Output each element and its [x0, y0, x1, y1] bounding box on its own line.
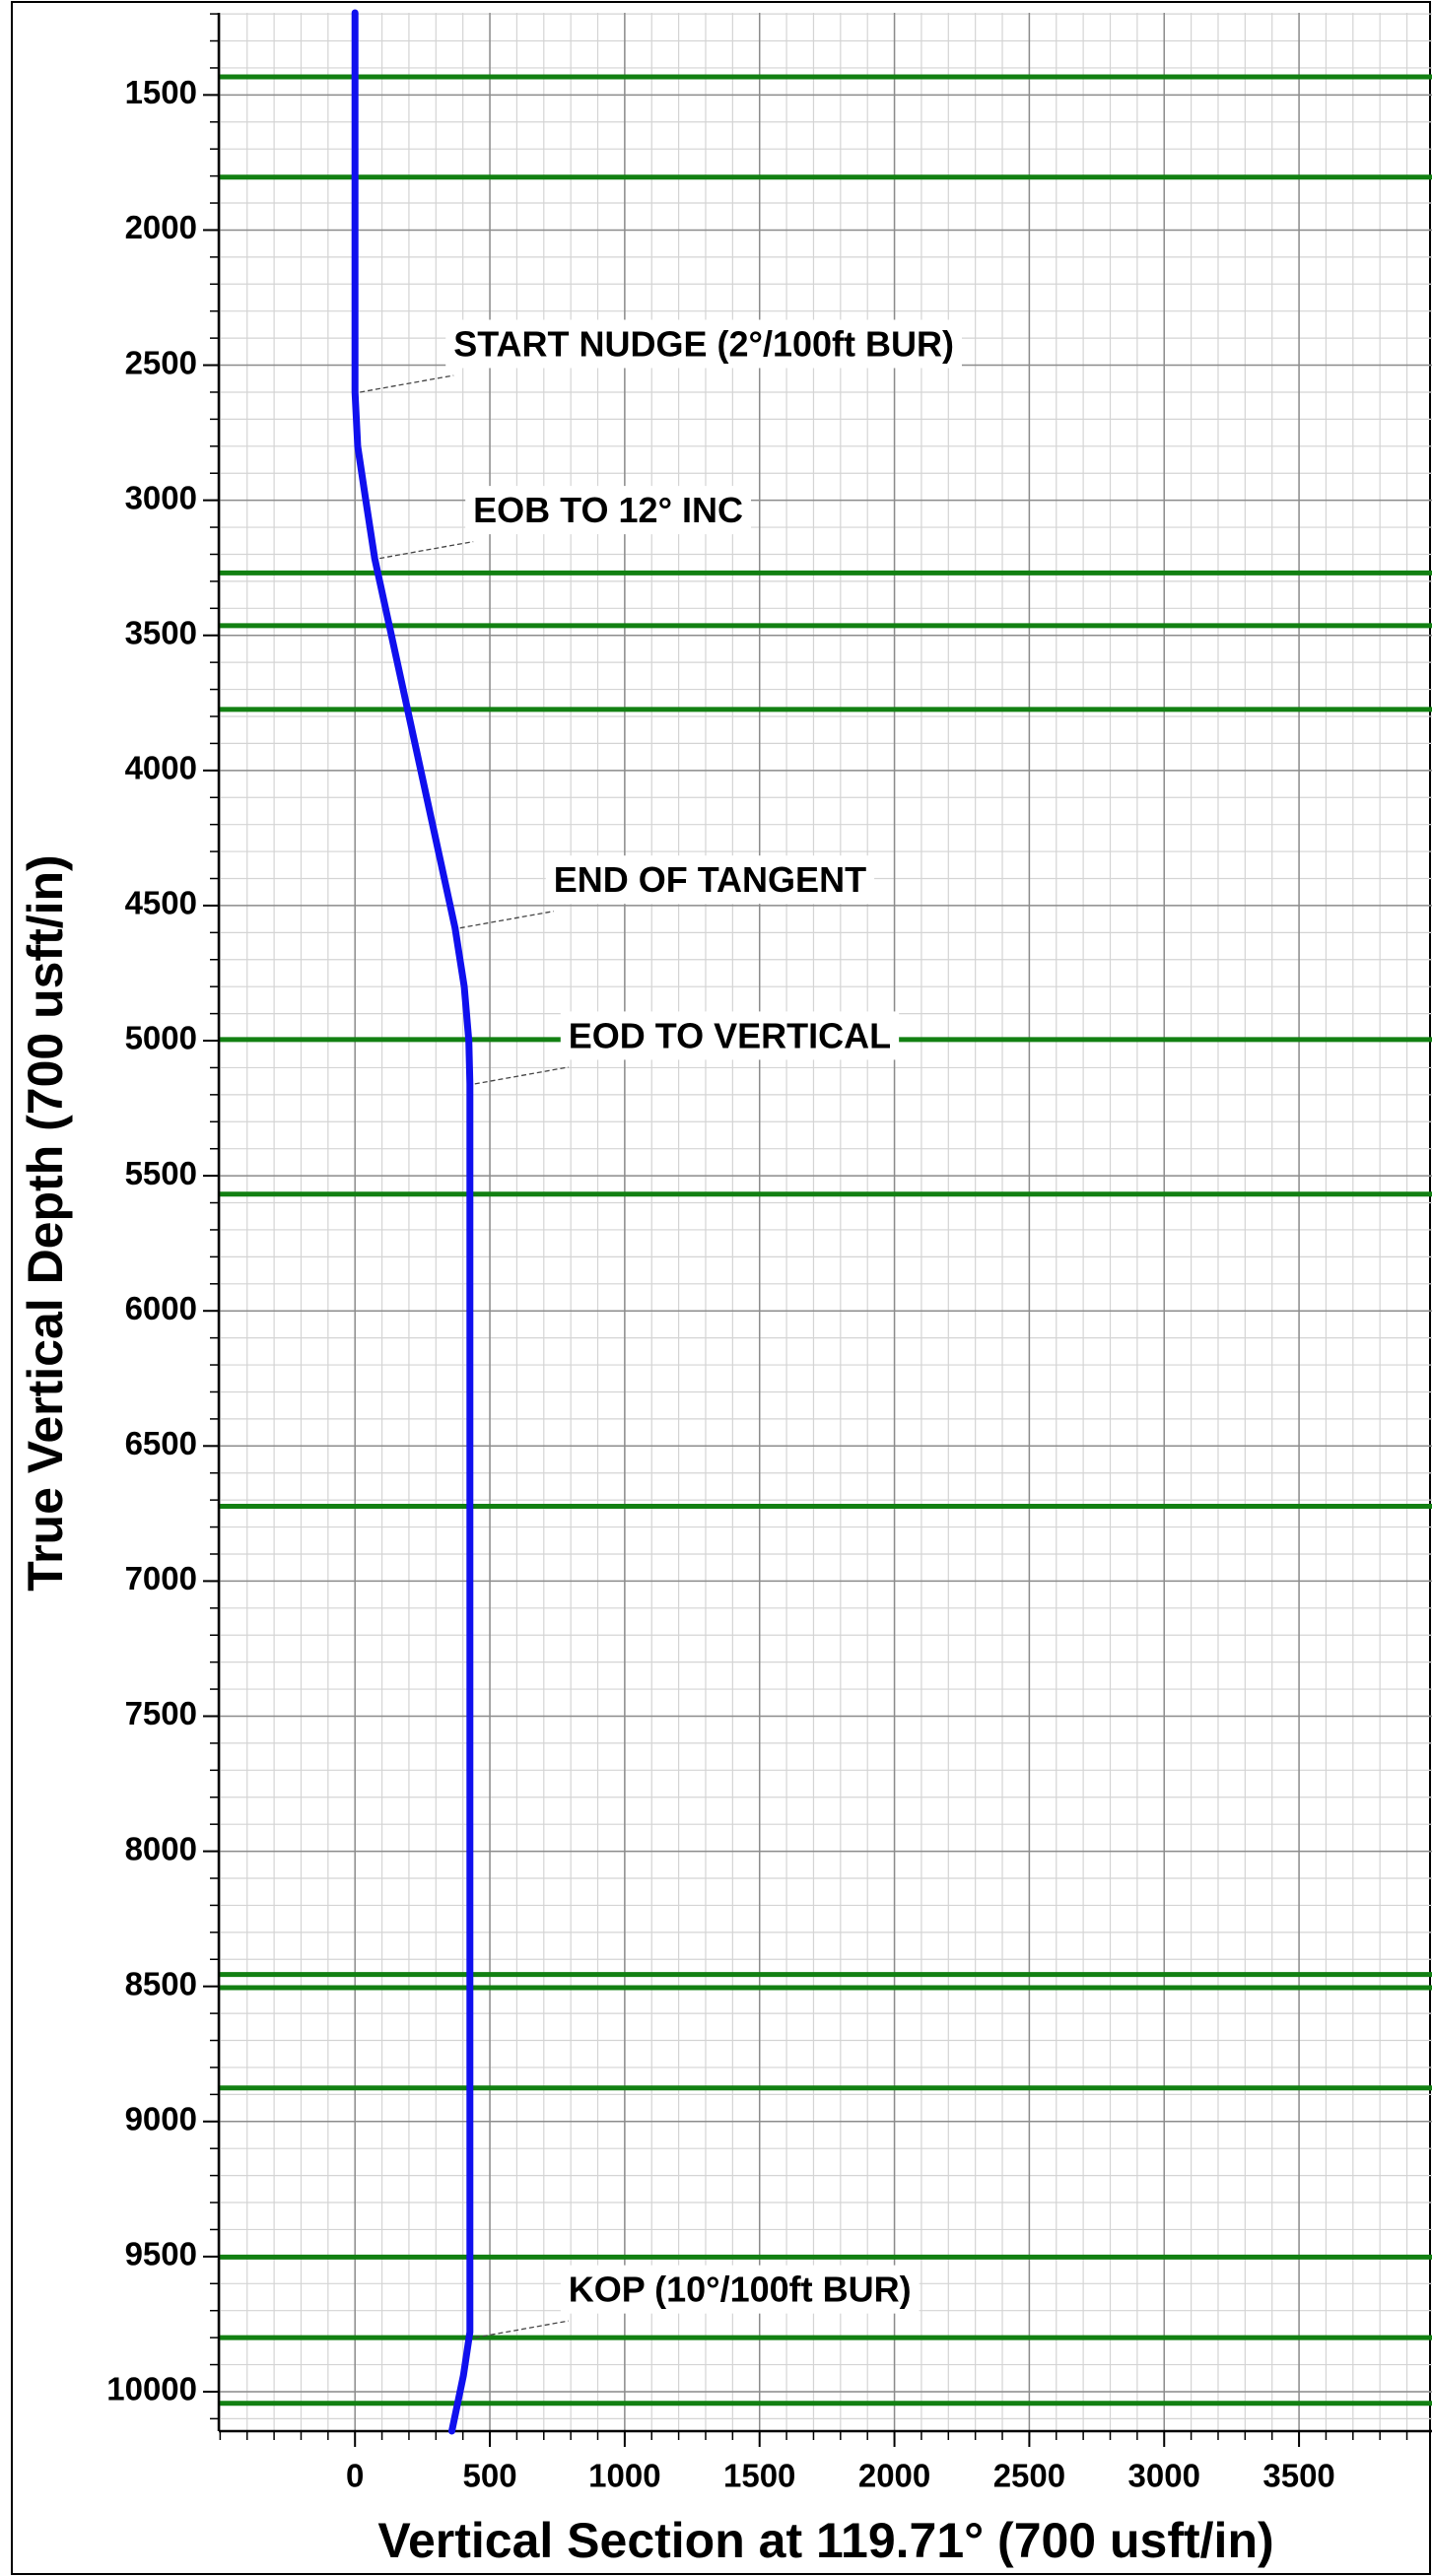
- annotations: START NUDGE (2°/100ft BUR) EOB TO 12° INC…: [360, 319, 962, 2339]
- y-tick-label: 9000: [125, 2100, 197, 2136]
- y-tick-label: 5000: [125, 1020, 197, 1056]
- x-tick-label: 2500: [993, 2458, 1065, 2494]
- annotation-box: [545, 855, 875, 905]
- plot: [351, 9, 474, 2435]
- y-tick-label: 7500: [125, 1695, 197, 1731]
- annotation-box: [465, 486, 751, 535]
- y-tick-label: 9500: [125, 2236, 197, 2272]
- x-tick-label: 500: [463, 2458, 517, 2494]
- grid: [219, 13, 1432, 2431]
- annotation-label: END OF TANGENT: [554, 859, 866, 900]
- x-tick-label: 3500: [1262, 2458, 1334, 2494]
- axes: 0 500 1000 1500 2000 2500 3000 3500 1500 2000 2500…: [106, 13, 1432, 2494]
- x-tick-label: 1500: [723, 2458, 795, 2494]
- annotation-leader: [379, 540, 474, 560]
- annotation-box: [445, 319, 962, 369]
- annotation-box: [560, 1011, 900, 1060]
- annotation-leader: [474, 2320, 569, 2339]
- annotation-label: START NUDGE (2°/100ft BUR): [453, 323, 954, 364]
- x-tick-label: 0: [346, 2458, 364, 2494]
- y-tick-label: 8500: [125, 1965, 197, 2001]
- y-tick-label: 6500: [125, 1425, 197, 1461]
- formation-tops: [219, 74, 1432, 2407]
- annotation-box: [560, 2265, 920, 2314]
- y-tick-label: 2000: [125, 209, 197, 245]
- y-tick-label: 7000: [125, 1560, 197, 1596]
- y-tick-label: 8000: [125, 1830, 197, 1866]
- y-tick-label: 6000: [125, 1290, 197, 1326]
- annotation-leader: [360, 374, 454, 393]
- annotation-label: EOD TO VERTICAL: [569, 1015, 891, 1055]
- x-tick-label: 2000: [858, 2458, 930, 2494]
- annotation-leader: [474, 1066, 569, 1085]
- x-axis-label: Vertical Section at 119.71° (700 usft/in…: [377, 2513, 1273, 2568]
- y-tick-label: 1500: [125, 74, 197, 110]
- x-tick-label: 3000: [1128, 2458, 1200, 2494]
- frame: [11, 1, 1431, 2575]
- y-tick-label: 3500: [125, 614, 197, 650]
- annotation-leader: [459, 911, 554, 929]
- annotation-label: EOB TO 12° INC: [473, 490, 743, 530]
- y-axis-label: True Vertical Depth (700 usft/in): [18, 854, 73, 1591]
- y-tick-label: 5500: [125, 1155, 197, 1191]
- y-tick-label: 3000: [125, 479, 197, 515]
- y-tick-label: 2500: [125, 344, 197, 380]
- y-tick-label: 4000: [125, 750, 197, 786]
- annotation-label: KOP (10°/100ft BUR): [569, 2270, 912, 2310]
- well-path: [351, 9, 474, 2435]
- y-tick-label: 10000: [106, 2371, 197, 2407]
- x-tick-label: 1000: [588, 2458, 660, 2494]
- y-tick-label: 4500: [125, 885, 197, 921]
